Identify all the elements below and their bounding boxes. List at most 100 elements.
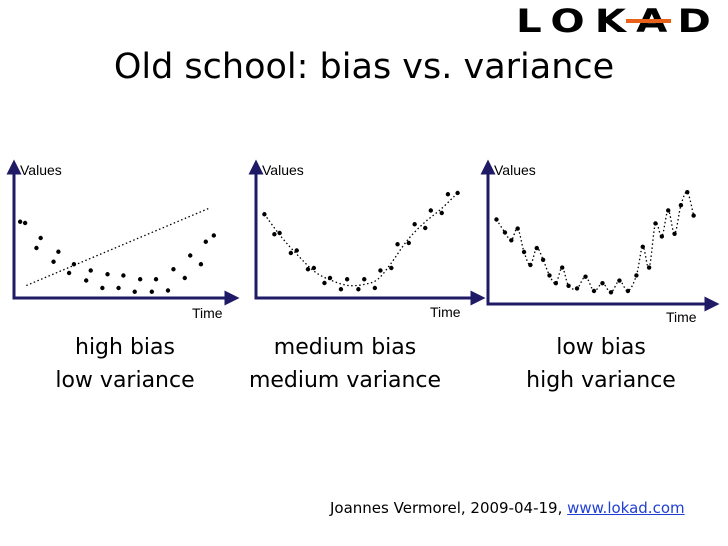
data-point bbox=[678, 203, 684, 208]
chart-medium-bias: Values Time bbox=[248, 159, 486, 320]
data-point bbox=[640, 244, 645, 249]
data-point bbox=[653, 221, 658, 226]
caption-medium-bias: medium bias medium variance bbox=[240, 331, 450, 397]
data-point bbox=[116, 285, 121, 291]
y-axis-label: Values bbox=[20, 162, 62, 178]
data-point bbox=[288, 250, 294, 256]
data-point bbox=[395, 242, 400, 247]
caption-line-1: low bias bbox=[556, 335, 646, 360]
data-point bbox=[428, 208, 434, 213]
logo-text: LOKAD bbox=[516, 6, 721, 36]
data-point bbox=[121, 273, 126, 278]
data-point bbox=[188, 253, 193, 258]
data-point bbox=[272, 232, 277, 237]
lokad-logo[interactable]: LOKAD bbox=[516, 2, 726, 40]
data-point bbox=[515, 226, 520, 231]
fit-curve bbox=[495, 191, 695, 293]
data-point bbox=[666, 208, 671, 213]
data-point bbox=[412, 222, 417, 227]
data-point bbox=[540, 257, 546, 262]
data-point bbox=[211, 233, 217, 238]
caption-line-2: medium variance bbox=[248, 368, 442, 393]
data-point bbox=[311, 265, 317, 271]
data-point bbox=[625, 288, 631, 294]
logo-accent-bar bbox=[626, 19, 671, 23]
footer-author: Joannes Vermorel, 2009-04-19, bbox=[330, 499, 568, 517]
caption-line-2: high variance bbox=[526, 368, 676, 393]
data-point bbox=[389, 265, 394, 271]
data-point bbox=[691, 213, 696, 218]
data-point bbox=[100, 285, 105, 291]
data-point bbox=[56, 249, 61, 254]
data-point bbox=[372, 285, 378, 291]
data-point bbox=[521, 249, 527, 255]
data-point bbox=[566, 283, 571, 288]
x-axis-label: Time bbox=[192, 305, 223, 321]
data-point bbox=[17, 219, 23, 224]
data-point bbox=[294, 248, 299, 253]
data-point bbox=[617, 278, 622, 283]
data-point bbox=[22, 220, 28, 226]
caption-low-bias: low bias high variance bbox=[496, 331, 706, 397]
data-point bbox=[327, 275, 333, 281]
data-point bbox=[378, 268, 383, 273]
data-point bbox=[547, 273, 552, 278]
data-point bbox=[591, 288, 597, 294]
data-point bbox=[534, 245, 539, 251]
fit-curve bbox=[263, 192, 459, 287]
chart-high-bias: Values Time bbox=[6, 159, 240, 321]
data-point bbox=[344, 277, 350, 282]
data-point bbox=[198, 262, 204, 267]
caption-line-1: medium bias bbox=[273, 335, 417, 360]
fit-line bbox=[26, 207, 210, 287]
x-axis-label: Time bbox=[430, 304, 461, 320]
data-point bbox=[149, 289, 155, 294]
data-point bbox=[445, 192, 451, 197]
data-point bbox=[182, 275, 187, 281]
data-point bbox=[494, 217, 499, 222]
data-point bbox=[528, 262, 533, 268]
data-point bbox=[406, 240, 411, 246]
footer-link[interactable]: www.lokad.com bbox=[567, 499, 685, 517]
data-point bbox=[322, 280, 327, 286]
data-point bbox=[574, 286, 580, 291]
data-point bbox=[66, 270, 72, 276]
data-point bbox=[171, 267, 176, 272]
data-point bbox=[600, 281, 605, 286]
data-point bbox=[137, 277, 143, 282]
data-point bbox=[262, 212, 267, 217]
data-point bbox=[423, 225, 428, 231]
data-point bbox=[356, 287, 361, 292]
data-point bbox=[659, 234, 665, 239]
data-point bbox=[51, 259, 56, 264]
data-point bbox=[203, 239, 208, 244]
data-point bbox=[277, 230, 282, 236]
data-point bbox=[153, 277, 159, 282]
data-point bbox=[34, 245, 39, 251]
data-point bbox=[685, 190, 690, 195]
data-point bbox=[672, 231, 677, 236]
data-point bbox=[646, 265, 652, 270]
data-point bbox=[553, 281, 559, 286]
data-point bbox=[583, 274, 588, 279]
lokad-logo-graphic: LOKAD bbox=[516, 2, 721, 40]
caption-high-bias: high bias low variance bbox=[20, 331, 230, 397]
data-point bbox=[84, 278, 89, 283]
data-point bbox=[105, 272, 110, 277]
slide-title: Old school: bias vs. variance bbox=[113, 47, 615, 87]
data-point bbox=[608, 290, 614, 295]
caption-line-1: high bias bbox=[75, 335, 175, 360]
y-axis-label: Values bbox=[262, 162, 304, 178]
y-axis-label: Values bbox=[494, 162, 536, 178]
data-point bbox=[560, 265, 565, 270]
data-point bbox=[38, 235, 43, 241]
data-point bbox=[634, 273, 639, 278]
footer-credit: Joannes Vermorel, 2009-04-19, www.lokad.… bbox=[330, 499, 685, 517]
data-point bbox=[165, 288, 171, 293]
data-point bbox=[132, 289, 137, 294]
data-point bbox=[509, 238, 514, 243]
data-point bbox=[88, 268, 93, 273]
data-point bbox=[71, 262, 77, 267]
caption-line-2: low variance bbox=[55, 368, 195, 393]
chart-low-bias: Values Time bbox=[480, 159, 720, 325]
